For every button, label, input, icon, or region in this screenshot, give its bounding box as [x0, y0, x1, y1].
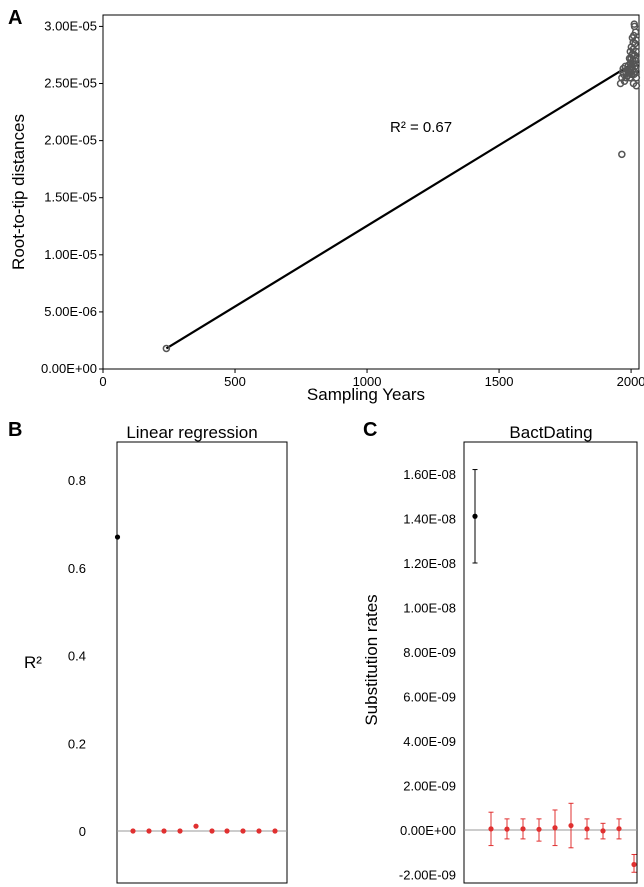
data-point: [272, 828, 278, 834]
error-bar-point: [472, 469, 478, 564]
data-point: [632, 82, 641, 90]
panel-b-scatter: Linear regression R² 0 0.2 0.4 0.6 0.8: [24, 423, 288, 884]
y-tick-label: 5.00E-06: [44, 304, 97, 319]
y-tick-label: 1.50E-05: [44, 190, 97, 205]
panel-b-y-axis-title: R²: [24, 653, 42, 672]
data-point: [520, 826, 526, 832]
data-point: [146, 828, 152, 834]
y-tick-label: 1.20E-08: [403, 556, 456, 571]
data-point: [536, 826, 542, 832]
data-point: [552, 825, 558, 831]
regression-line: [165, 62, 635, 350]
data-point: [616, 826, 622, 832]
error-bar-point: [536, 818, 542, 842]
panel-c-scatter: BactDating Substitution rates -2.00E-09 0…: [362, 423, 638, 884]
error-bar-point: [584, 818, 590, 840]
data-point: [631, 62, 639, 71]
error-bar-point: [568, 802, 574, 849]
data-point: [193, 823, 199, 829]
data-point: [256, 828, 262, 834]
panel-c-title: BactDating: [509, 423, 592, 442]
y-tick-label: 0.4: [68, 649, 86, 664]
y-tick-label: 0: [79, 824, 86, 839]
data-point: [631, 861, 637, 868]
y-tick-label: 0.00E+00: [400, 823, 456, 838]
error-bar-point: [488, 811, 494, 847]
y-tick-label: 4.00E-09: [403, 734, 456, 749]
data-point: [630, 22, 639, 31]
y-tick-label: 1.00E-05: [44, 247, 97, 262]
panel-a-x-axis-title: Sampling Years: [307, 385, 425, 404]
x-tick-label: 1500: [485, 374, 514, 389]
y-tick-label: 2.00E-05: [44, 133, 97, 148]
data-point: [161, 828, 167, 834]
data-point: [130, 828, 136, 834]
x-tick-label: 2000: [617, 374, 644, 389]
panel-b-title: Linear regression: [126, 423, 257, 442]
data-point: [632, 36, 640, 44]
y-tick-label: 8.00E-09: [403, 645, 456, 660]
error-bar-point: [552, 809, 558, 847]
x-tick-label: 0: [99, 374, 106, 389]
y-tick-label: 0.00E+00: [41, 361, 97, 376]
y-tick-label: 1.40E-08: [403, 512, 456, 527]
data-point: [162, 344, 171, 353]
data-point: [488, 826, 494, 832]
r-squared-annotation: R² = 0.67: [390, 119, 452, 136]
y-tick-label: 0.2: [68, 736, 86, 751]
y-tick-label: 1.00E-08: [403, 601, 456, 616]
panel-b-plot-frame: [116, 441, 288, 884]
data-point: [600, 828, 606, 834]
x-tick-label: 1000: [353, 374, 382, 389]
data-point: [628, 50, 637, 58]
panel-c-y-axis-title: Substitution rates: [362, 594, 381, 725]
y-tick-label: 1.60E-08: [403, 467, 456, 482]
y-tick-label: 0.6: [68, 561, 86, 576]
data-point: [114, 534, 121, 540]
y-tick-label: 2.00E-09: [403, 779, 456, 794]
panel-a-y-axis-title: Root-to-tip distances: [9, 114, 28, 270]
panel-a-scatter: 0.00E+00 5.00E-06 1.00E-05 1.50E-05 2.00E-05…: [9, 14, 644, 404]
error-bar-point: [520, 818, 526, 840]
panel-c-plot-frame: [463, 441, 638, 884]
y-tick-label: 0.8: [68, 473, 86, 488]
data-point: [568, 822, 574, 829]
data-point: [224, 828, 230, 834]
error-bar-point: [616, 818, 622, 840]
data-point: [472, 513, 478, 519]
data-point: [504, 826, 510, 832]
data-point: [630, 70, 638, 79]
panel-label-c: C: [363, 419, 377, 441]
y-tick-label: 2.50E-05: [44, 76, 97, 91]
data-point: [177, 828, 183, 834]
panel-label-a: A: [8, 7, 22, 29]
error-bar-point: [600, 822, 606, 840]
y-tick-label: 3.00E-05: [44, 18, 97, 33]
panel-a-plot-frame: [102, 14, 640, 370]
y-tick-label: 6.00E-09: [403, 690, 456, 705]
data-point: [618, 150, 626, 159]
data-point: [209, 828, 215, 834]
error-bar-point: [504, 818, 510, 840]
data-point: [584, 826, 590, 832]
data-point: [240, 828, 246, 834]
x-tick-label: 500: [224, 374, 246, 389]
error-bar-point: [631, 853, 637, 873]
panel-label-b: B: [8, 419, 22, 441]
y-tick-label: -2.00E-09: [399, 868, 456, 883]
